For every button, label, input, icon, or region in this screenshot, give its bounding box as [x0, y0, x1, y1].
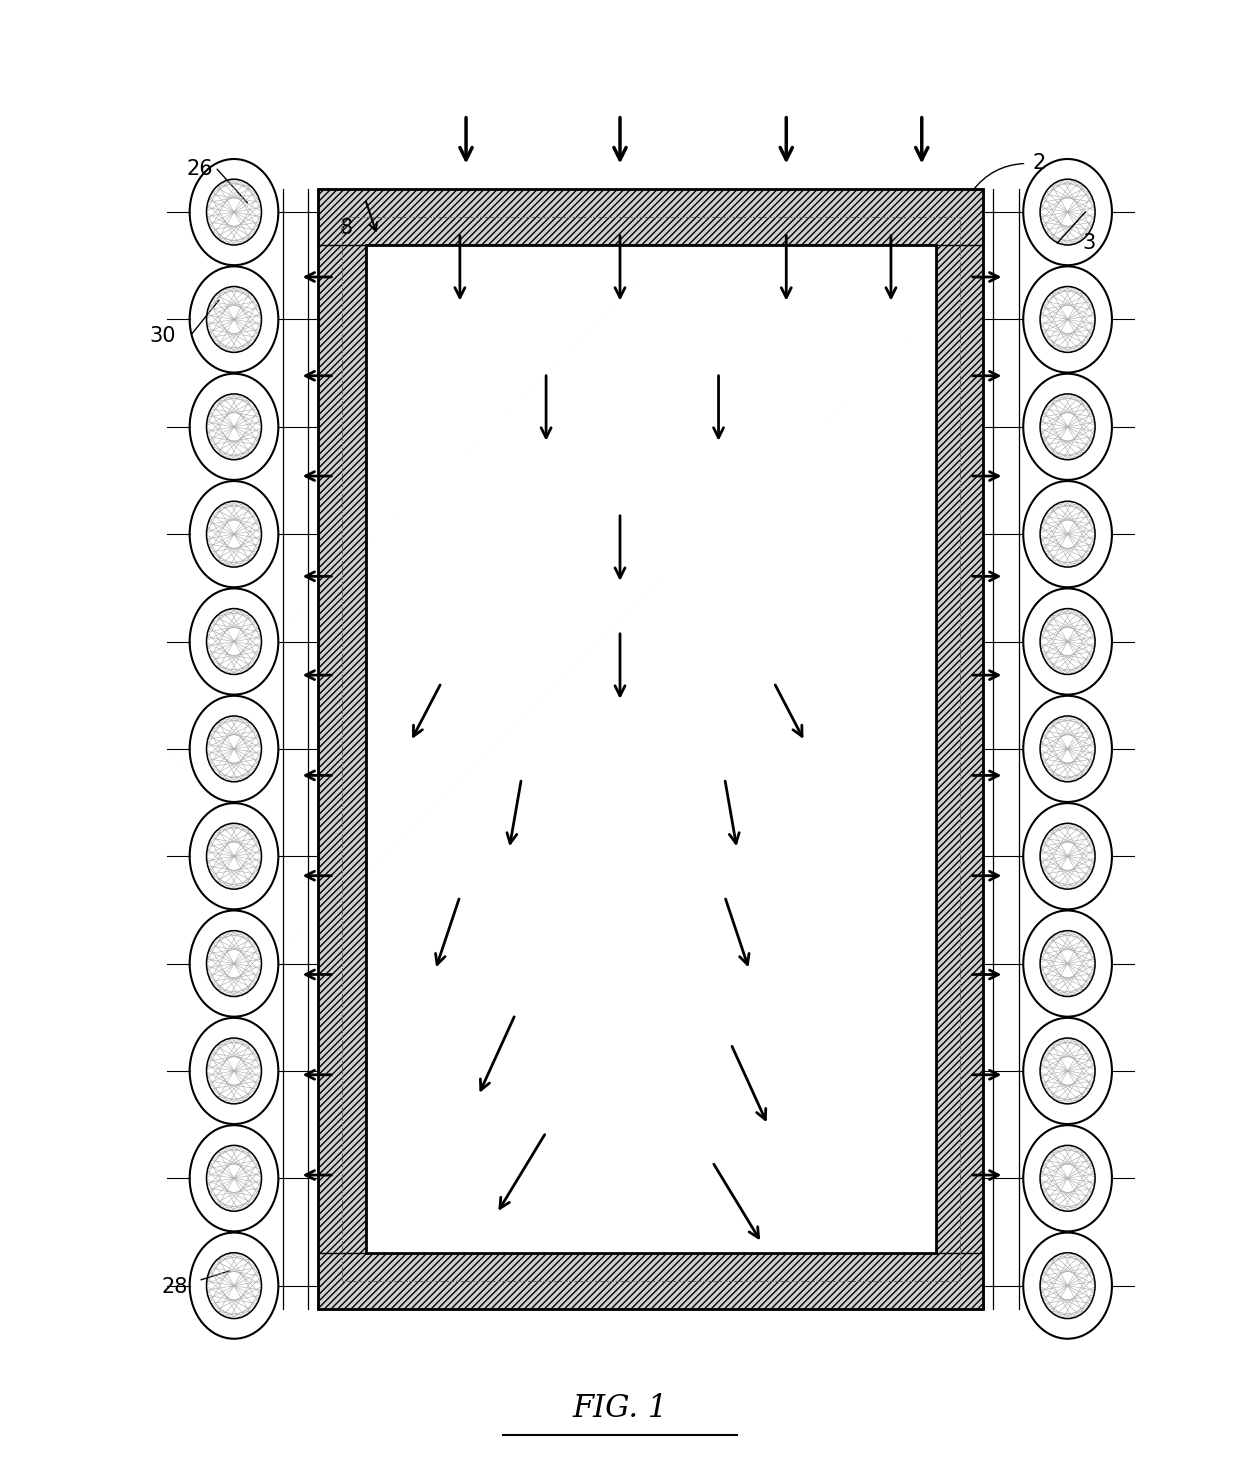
Bar	[342, 217, 960, 1281]
Text: 30: 30	[150, 326, 176, 346]
Text: 26: 26	[186, 159, 213, 179]
Text: 8: 8	[340, 218, 352, 239]
Bar	[366, 245, 936, 1253]
Text: FIG. 1: FIG. 1	[573, 1393, 667, 1424]
Text: 2: 2	[1033, 153, 1045, 174]
Bar	[319, 1253, 983, 1309]
Text: 3: 3	[1081, 233, 1095, 254]
Bar	[319, 188, 983, 245]
Bar	[936, 188, 983, 1309]
Bar	[319, 188, 366, 1309]
Text: 28: 28	[161, 1277, 188, 1298]
Bar	[319, 188, 983, 1309]
